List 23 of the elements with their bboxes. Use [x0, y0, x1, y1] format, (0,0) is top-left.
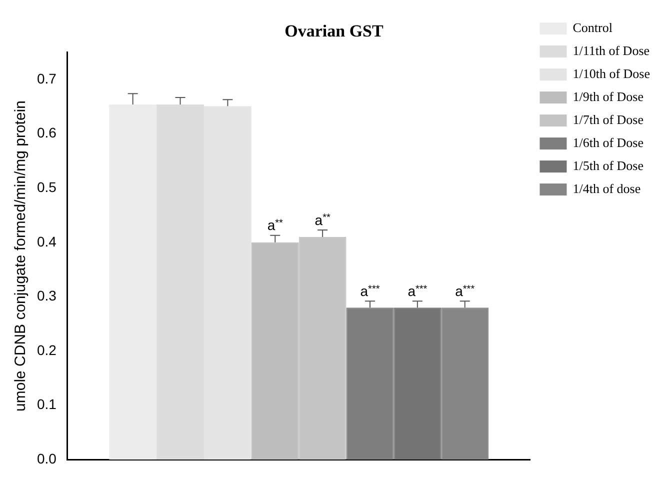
y-axis-title: umole CDNB conjugate formed/min/mg protein — [12, 100, 30, 412]
legend-label: 1/5th of Dose — [572, 158, 644, 173]
chart-title: Ovarian GST — [284, 22, 384, 41]
legend-label: 1/11th of Dose — [572, 42, 650, 58]
y-tick-label: 0.0 — [36, 450, 57, 466]
y-tick-label: 0.2 — [36, 342, 57, 358]
annotation: a** — [267, 217, 284, 234]
y-tick-label: 0.5 — [36, 178, 57, 195]
annotation: a** — [314, 212, 330, 228]
legend-label: Control — [572, 20, 613, 35]
legend-label: 1/6th of Dose — [572, 134, 644, 150]
y-tick-label: 0.1 — [36, 396, 57, 412]
annotation: a*** — [408, 282, 428, 299]
legend-label: 1/4th of dose — [572, 180, 641, 196]
legend-label: 1/9th of Dose — [572, 88, 644, 104]
y-tick-label: 0.6 — [36, 124, 57, 141]
annotation: a*** — [360, 282, 380, 299]
annotation: a*** — [455, 282, 475, 299]
legend-label: 1/7th of Dose — [572, 112, 644, 127]
y-tick-label: 0.3 — [36, 288, 57, 304]
legend-label: 1/10th of Dose — [572, 66, 650, 81]
y-tick-label: 0.4 — [36, 233, 57, 250]
y-tick-label: 0.7 — [36, 70, 57, 86]
